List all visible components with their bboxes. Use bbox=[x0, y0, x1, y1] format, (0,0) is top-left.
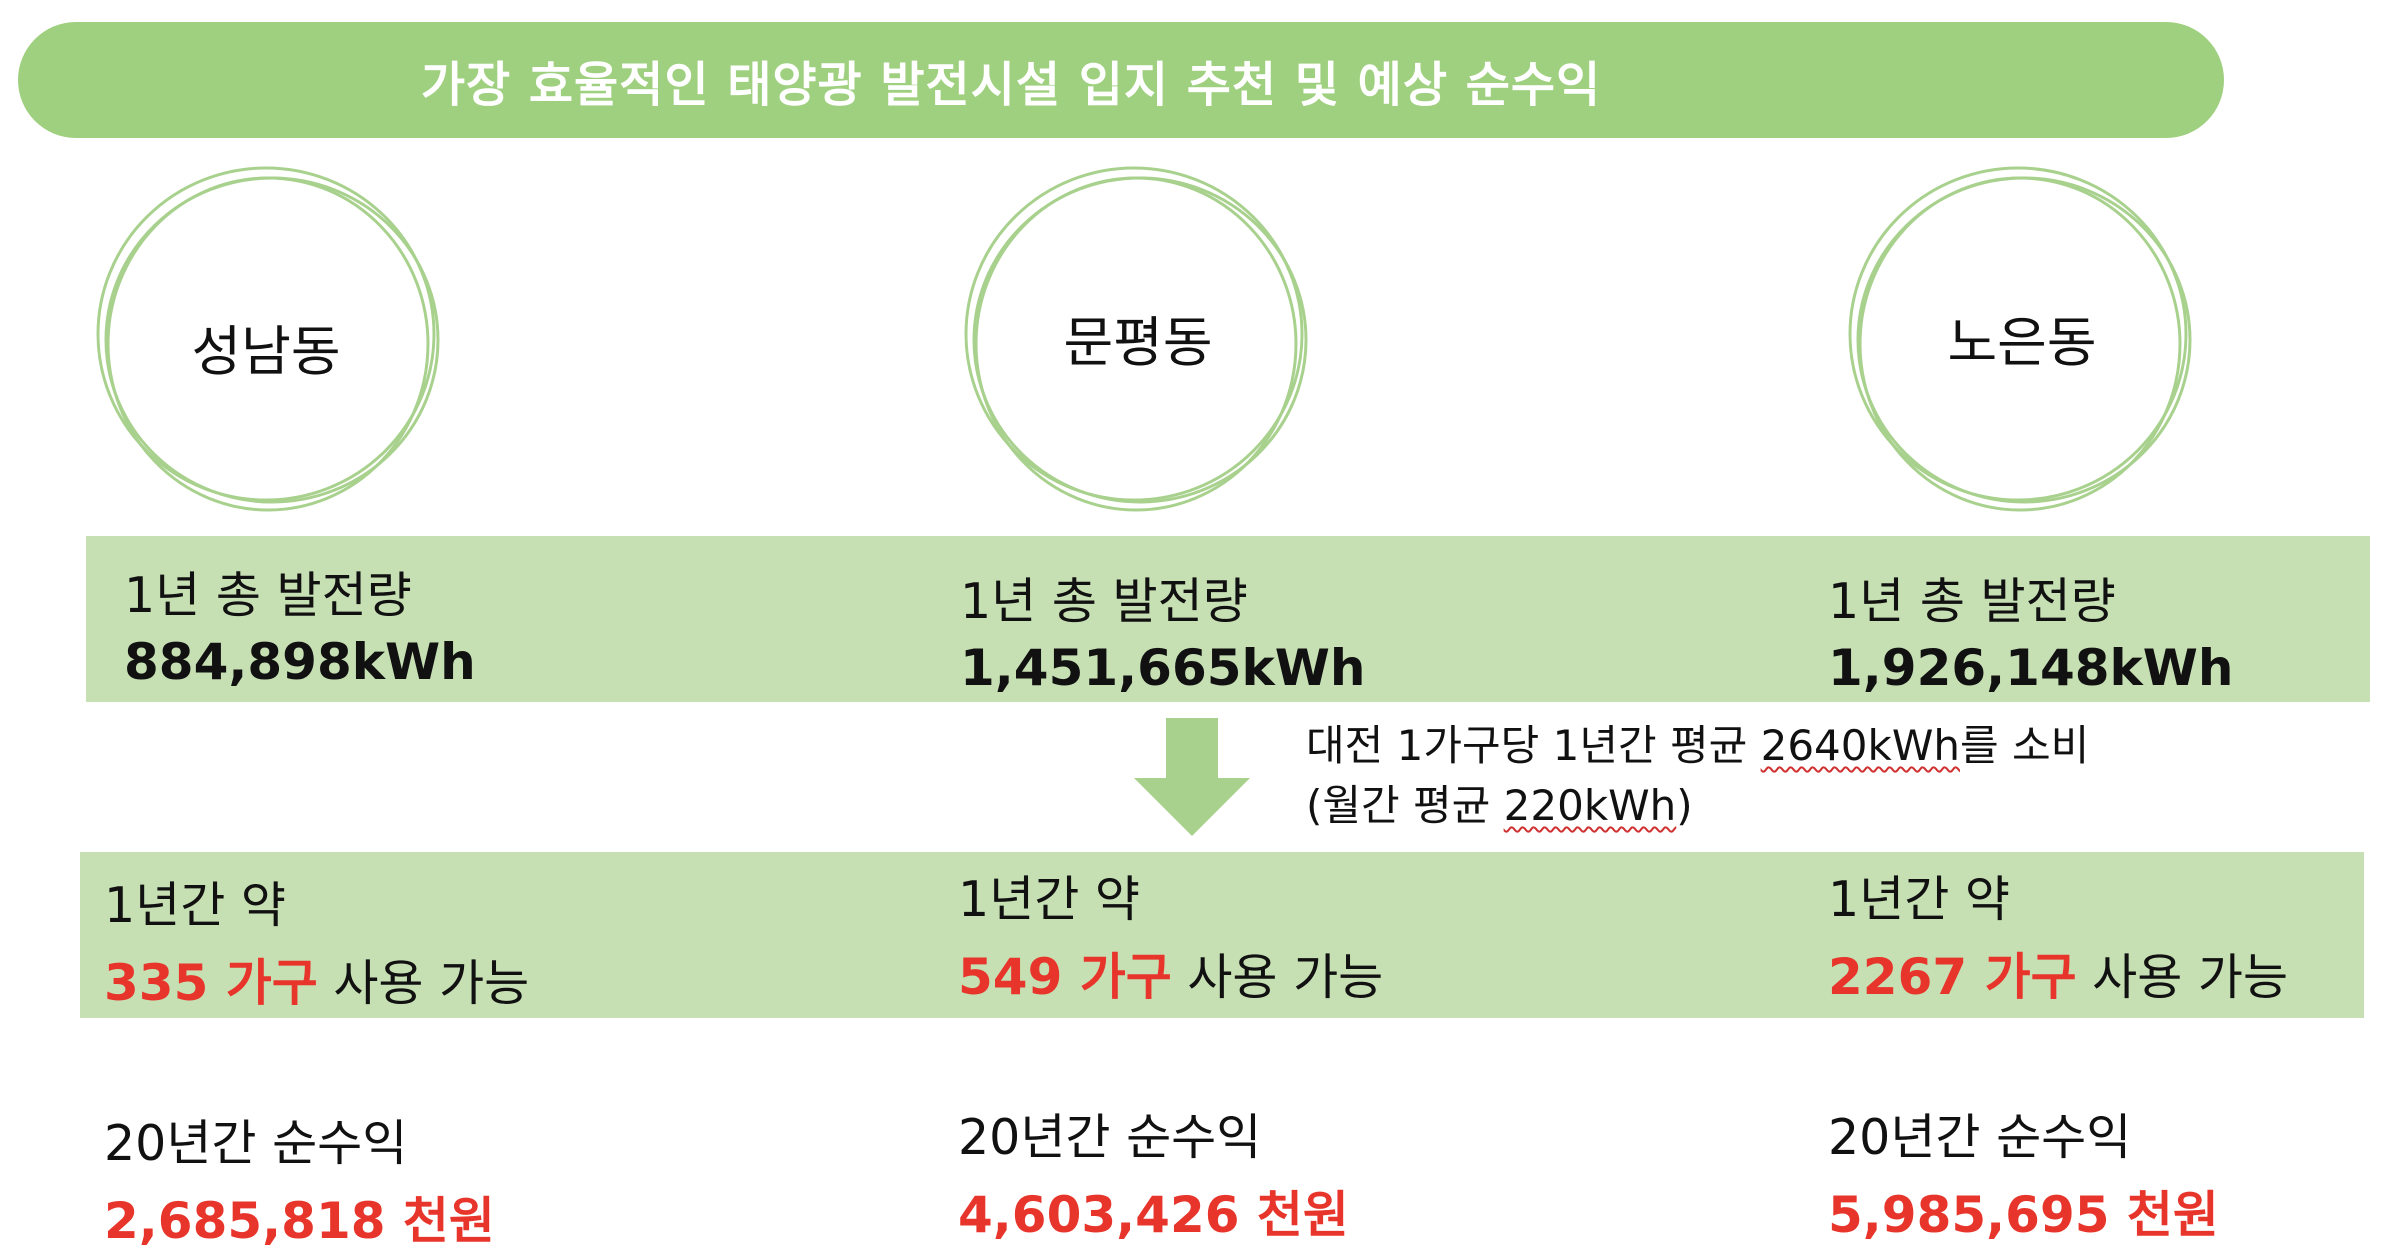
down-arrow-icon bbox=[1134, 718, 1250, 836]
profit-block-seongnam: 20년간 순수익 2,685,818 천원 bbox=[104, 1104, 495, 1253]
generation-block-noeun: 1년 총 발전량 1,926,148kWh bbox=[1828, 562, 2234, 697]
location-name: 문평동 bbox=[1063, 310, 1213, 374]
households-count: 335 가구 bbox=[104, 954, 318, 1012]
consumption-note: 대전 1가구당 1년간 평균 2640kWh를 소비 (월간 평균 220kWh… bbox=[1306, 716, 2089, 836]
households-block-noeun: 1년간 약 2267 가구 사용 가능 bbox=[1828, 860, 2288, 1009]
profit-label: 20년간 순수익 bbox=[1828, 1109, 2132, 1166]
generation-band bbox=[86, 536, 2370, 702]
location-circle-noeun: 노은동 bbox=[1840, 156, 2220, 536]
sketch-circle-icon bbox=[964, 166, 1308, 512]
households-block-munpyeong: 1년간 약 549 가구 사용 가능 bbox=[958, 860, 1383, 1009]
note-line-1: 대전 1가구당 1년간 평균 2640kWh를 소비 bbox=[1306, 721, 2090, 770]
sketch-circle-icon bbox=[1848, 166, 2192, 512]
households-label: 1년간 약 bbox=[1828, 871, 2010, 928]
page-title: 가장 효율적인 태양광 발전시설 입지 추천 및 예상 순수익 bbox=[420, 57, 1602, 113]
generation-label: 1년 총 발전량 bbox=[1828, 573, 2116, 630]
generation-block-seongnam: 1년 총 발전량 884,898kWh bbox=[124, 556, 476, 691]
households-count: 2267 가구 bbox=[1828, 948, 2077, 1006]
generation-value: 884,898kWh bbox=[124, 633, 476, 691]
profit-label: 20년간 순수익 bbox=[958, 1109, 1262, 1166]
profit-value: 4,603,426 천원 bbox=[958, 1186, 1349, 1244]
profit-block-noeun: 20년간 순수익 5,985,695 천원 bbox=[1828, 1098, 2219, 1247]
title-banner: 가장 효율적인 태양광 발전시설 입지 추천 및 예상 순수익 bbox=[18, 22, 2224, 138]
households-usage: 2267 가구 사용 가능 bbox=[1828, 948, 2289, 1006]
sketch-circle-icon bbox=[96, 166, 440, 512]
households-label: 1년간 약 bbox=[958, 871, 1140, 928]
profit-block-munpyeong: 20년간 순수익 4,603,426 천원 bbox=[958, 1098, 1349, 1247]
location-circle-munpyeong: 문평동 bbox=[956, 156, 1336, 536]
location-circle-seongnam: 성남동 bbox=[88, 156, 468, 536]
profit-value: 5,985,695 천원 bbox=[1828, 1186, 2219, 1244]
households-block-seongnam: 1년간 약 335 가구 사용 가능 bbox=[104, 866, 529, 1015]
generation-block-munpyeong: 1년 총 발전량 1,451,665kWh bbox=[960, 562, 1366, 697]
note-line-2: (월간 평균 220kWh) bbox=[1306, 781, 1693, 830]
households-label: 1년간 약 bbox=[104, 877, 286, 934]
households-count: 549 가구 bbox=[958, 948, 1172, 1006]
profit-value: 2,685,818 천원 bbox=[104, 1192, 495, 1250]
households-band bbox=[80, 852, 2364, 1018]
generation-label: 1년 총 발전량 bbox=[124, 567, 412, 624]
generation-value: 1,926,148kWh bbox=[1828, 639, 2234, 697]
generation-label: 1년 총 발전량 bbox=[960, 573, 1248, 630]
households-usage: 335 가구 사용 가능 bbox=[104, 954, 530, 1012]
location-name: 노은동 bbox=[1947, 310, 2097, 374]
profit-label: 20년간 순수익 bbox=[104, 1115, 408, 1172]
generation-value: 1,451,665kWh bbox=[960, 639, 1366, 697]
location-name: 성남동 bbox=[191, 319, 341, 383]
households-usage: 549 가구 사용 가능 bbox=[958, 948, 1384, 1006]
